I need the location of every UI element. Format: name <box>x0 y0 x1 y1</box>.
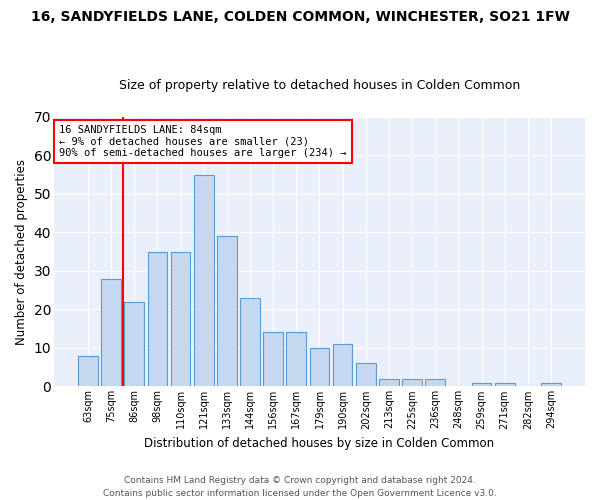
Bar <box>402 378 422 386</box>
Bar <box>240 298 260 386</box>
Bar <box>425 378 445 386</box>
Bar <box>286 332 306 386</box>
Y-axis label: Number of detached properties: Number of detached properties <box>15 158 28 344</box>
Bar <box>263 332 283 386</box>
Bar <box>148 252 167 386</box>
Text: Contains HM Land Registry data © Crown copyright and database right 2024.
Contai: Contains HM Land Registry data © Crown c… <box>103 476 497 498</box>
Title: Size of property relative to detached houses in Colden Common: Size of property relative to detached ho… <box>119 79 520 92</box>
Bar <box>217 236 237 386</box>
Bar <box>379 378 399 386</box>
Bar <box>171 252 190 386</box>
Bar <box>124 302 144 386</box>
Text: 16 SANDYFIELDS LANE: 84sqm
← 9% of detached houses are smaller (23)
90% of semi-: 16 SANDYFIELDS LANE: 84sqm ← 9% of detac… <box>59 125 347 158</box>
Bar <box>310 348 329 387</box>
X-axis label: Distribution of detached houses by size in Colden Common: Distribution of detached houses by size … <box>145 437 494 450</box>
Bar <box>333 344 352 387</box>
Bar <box>541 382 561 386</box>
Bar <box>472 382 491 386</box>
Bar <box>495 382 515 386</box>
Bar <box>78 356 98 386</box>
Bar <box>356 364 376 386</box>
Bar <box>101 278 121 386</box>
Bar <box>194 174 214 386</box>
Text: 16, SANDYFIELDS LANE, COLDEN COMMON, WINCHESTER, SO21 1FW: 16, SANDYFIELDS LANE, COLDEN COMMON, WIN… <box>31 10 569 24</box>
